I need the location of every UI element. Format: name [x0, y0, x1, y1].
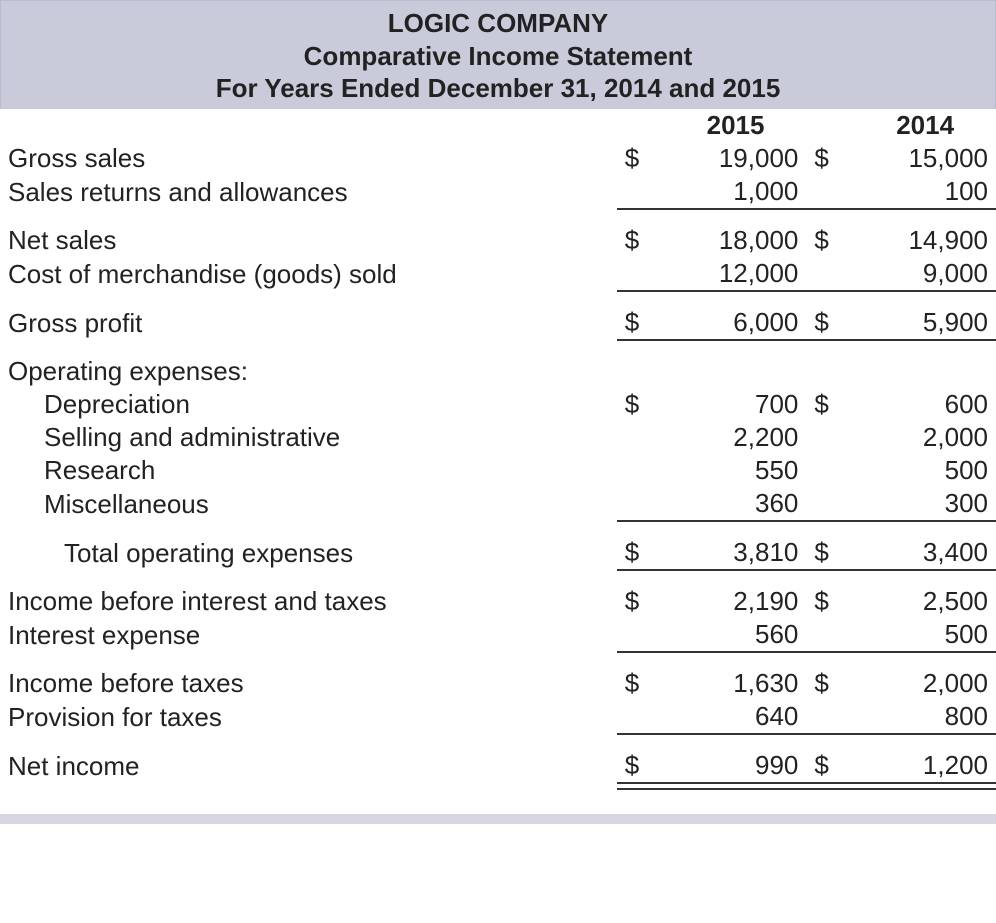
- label: Depreciation: [0, 388, 617, 421]
- footer-divider: [0, 814, 996, 824]
- row-ebit: Income before interest and taxes $ 2,190…: [0, 585, 996, 618]
- val-2014: 14,900: [854, 224, 996, 257]
- row-gross-sales: Gross sales $ 19,000 $ 15,000: [0, 142, 996, 175]
- label: Miscellaneous: [0, 487, 617, 521]
- label: Operating expenses:: [0, 355, 617, 388]
- val-2014: 3,400: [854, 536, 996, 570]
- company-name: LOGIC COMPANY: [1, 7, 995, 40]
- label: Research: [0, 454, 617, 487]
- val-2014: 2,000: [854, 667, 996, 700]
- val-2014: 600: [854, 388, 996, 421]
- row-ebt: Income before taxes $ 1,630 $ 2,000: [0, 667, 996, 700]
- label: Interest expense: [0, 618, 617, 652]
- label: Total operating expenses: [0, 536, 617, 570]
- income-statement: LOGIC COMPANY Comparative Income Stateme…: [0, 0, 996, 824]
- val-2015: 6,000: [665, 306, 807, 340]
- val-2014: 800: [854, 700, 996, 734]
- row-tax: Provision for taxes 640 800: [0, 700, 996, 734]
- val-2014: 2,500: [854, 585, 996, 618]
- col-2014: 2014: [854, 109, 996, 142]
- val-2014: 2,000: [854, 421, 996, 454]
- row-research: Research 550 500: [0, 454, 996, 487]
- val-2015: 360: [665, 487, 807, 521]
- col-2015: 2015: [665, 109, 807, 142]
- label: Cost of merchandise (goods) sold: [0, 257, 617, 291]
- val-2015: 700: [665, 388, 807, 421]
- val-2015: 12,000: [665, 257, 807, 291]
- val-2015: 19,000: [665, 142, 807, 175]
- label: Selling and administrative: [0, 421, 617, 454]
- label: Gross profit: [0, 306, 617, 340]
- val-2015: 18,000: [665, 224, 807, 257]
- row-cogs: Cost of merchandise (goods) sold 12,000 …: [0, 257, 996, 291]
- val-2014: 15,000: [854, 142, 996, 175]
- val-2014: 500: [854, 454, 996, 487]
- sym-2014: $: [806, 142, 854, 175]
- val-2014: 1,200: [854, 749, 996, 783]
- val-2015: 550: [665, 454, 807, 487]
- row-misc: Miscellaneous 360 300: [0, 487, 996, 521]
- val-2015: 1,000: [665, 175, 807, 209]
- val-2015: 3,810: [665, 536, 807, 570]
- val-2015: 2,200: [665, 421, 807, 454]
- row-net-income: Net income $ 990 $ 1,200: [0, 749, 996, 783]
- val-2014: 500: [854, 618, 996, 652]
- val-2015: 640: [665, 700, 807, 734]
- row-returns: Sales returns and allowances 1,000 100: [0, 175, 996, 209]
- statement-period: For Years Ended December 31, 2014 and 20…: [1, 72, 995, 105]
- label: Sales returns and allowances: [0, 175, 617, 209]
- column-header-row: 2015 2014: [0, 109, 996, 142]
- statement-title: Comparative Income Statement: [1, 40, 995, 73]
- val-2014: 100: [854, 175, 996, 209]
- row-total-opex: Total operating expenses $ 3,810 $ 3,400: [0, 536, 996, 570]
- row-opex-header: Operating expenses:: [0, 355, 996, 388]
- val-2014: 9,000: [854, 257, 996, 291]
- label: Income before taxes: [0, 667, 617, 700]
- label: Provision for taxes: [0, 700, 617, 734]
- label: Income before interest and taxes: [0, 585, 617, 618]
- row-selling-admin: Selling and administrative 2,200 2,000: [0, 421, 996, 454]
- row-net-sales: Net sales $ 18,000 $ 14,900: [0, 224, 996, 257]
- label: Net income: [0, 749, 617, 783]
- sym-2015: $: [617, 142, 665, 175]
- label: Gross sales: [0, 142, 617, 175]
- statement-header: LOGIC COMPANY Comparative Income Stateme…: [0, 0, 996, 109]
- val-2015: 1,630: [665, 667, 807, 700]
- val-2014: 300: [854, 487, 996, 521]
- val-2015: 2,190: [665, 585, 807, 618]
- val-2015: 990: [665, 749, 807, 783]
- row-depreciation: Depreciation $ 700 $ 600: [0, 388, 996, 421]
- val-2014: 5,900: [854, 306, 996, 340]
- val-2015: 560: [665, 618, 807, 652]
- row-interest: Interest expense 560 500: [0, 618, 996, 652]
- label: Net sales: [0, 224, 617, 257]
- row-gross-profit: Gross profit $ 6,000 $ 5,900: [0, 306, 996, 340]
- financial-table: 2015 2014 Gross sales $ 19,000 $ 15,000 …: [0, 109, 996, 794]
